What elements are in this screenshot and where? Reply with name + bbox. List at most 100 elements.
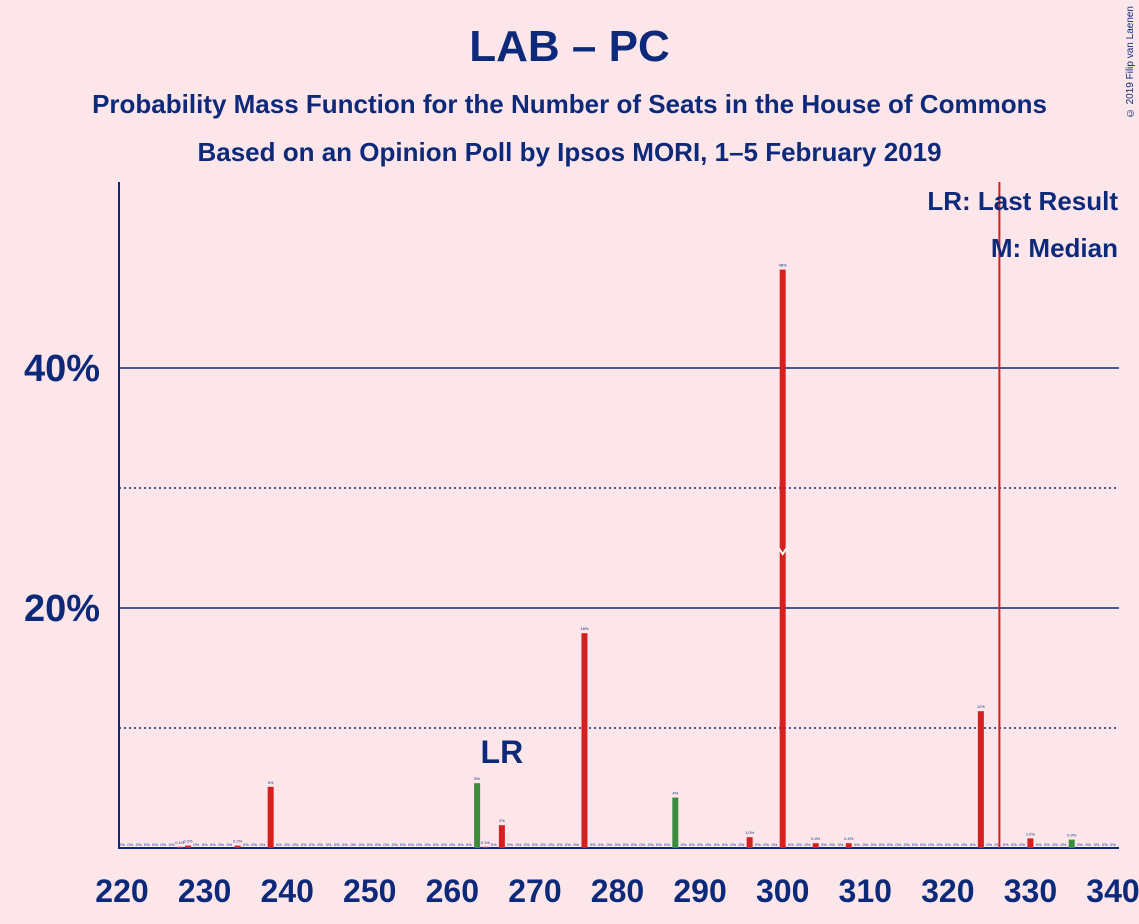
data-label-zero: 0% [656, 842, 662, 847]
data-label-zero: 0% [796, 842, 802, 847]
data-label-zero: 0% [441, 842, 447, 847]
data-label-zero: 0% [210, 842, 216, 847]
data-label-zero: 0% [1085, 842, 1091, 847]
chart-title: LAB – PC [469, 22, 670, 71]
bar-300 [779, 269, 786, 849]
data-label-zero: 0% [838, 842, 844, 847]
data-label-zero: 0% [416, 842, 422, 847]
bar-296 [746, 837, 753, 848]
data-label-zero: 0% [1003, 842, 1009, 847]
bar-276 [581, 633, 588, 848]
data-label-zero: 0% [854, 842, 860, 847]
data-label: 0.2% [233, 839, 243, 844]
bar-324 [977, 711, 984, 848]
data-label-zero: 0% [127, 842, 133, 847]
data-label-zero: 0% [1102, 842, 1108, 847]
x-tick-label: 310 [839, 873, 892, 909]
data-label-zero: 0% [772, 842, 778, 847]
x-tick-label: 270 [508, 873, 561, 909]
data-label-zero: 0% [953, 842, 959, 847]
data-label-zero: 0% [895, 842, 901, 847]
x-tick-label: 290 [673, 873, 726, 909]
data-label-zero: 0% [1044, 842, 1050, 847]
bar-263 [474, 783, 481, 848]
data-label-zero: 0% [639, 842, 645, 847]
data-label-zero: 0% [722, 842, 728, 847]
data-label-zero: 0% [821, 842, 827, 847]
data-label-zero: 0% [631, 842, 637, 847]
data-label-zero: 0% [1036, 842, 1042, 847]
data-label-zero: 0% [449, 842, 455, 847]
data-label-zero: 0% [549, 842, 555, 847]
bar-266 [498, 825, 505, 848]
data-label-zero: 0% [400, 842, 406, 847]
data-label-zero: 0% [136, 842, 142, 847]
data-label: 48% [779, 263, 787, 268]
data-label-zero: 0% [293, 842, 299, 847]
data-label-zero: 0% [359, 842, 365, 847]
data-label-zero: 0% [491, 842, 497, 847]
data-label-zero: 0% [1094, 842, 1100, 847]
data-label-zero: 0% [367, 842, 373, 847]
legend-last-result: LR: Last Result [927, 186, 1118, 216]
data-label-zero: 0% [945, 842, 951, 847]
bar-304 [812, 843, 819, 848]
x-tick-label: 330 [1004, 873, 1057, 909]
data-label-zero: 0% [326, 842, 332, 847]
data-label-zero: 0% [317, 842, 323, 847]
data-label-zero: 0% [1019, 842, 1025, 847]
x-tick-label: 280 [591, 873, 644, 909]
x-tick-label: 240 [260, 873, 313, 909]
data-label-zero: 0% [392, 842, 398, 847]
data-label-zero: 0% [970, 842, 976, 847]
data-label: 0.4% [811, 836, 821, 841]
data-label-zero: 0% [243, 842, 249, 847]
data-label-zero: 0% [524, 842, 530, 847]
data-label-zero: 0% [705, 842, 711, 847]
data-label: 0.2% [184, 839, 194, 844]
data-label-zero: 0% [928, 842, 934, 847]
bar-238 [267, 786, 274, 848]
data-label-zero: 0% [714, 842, 720, 847]
data-label-zero: 0% [516, 842, 522, 847]
data-label-zero: 0% [623, 842, 629, 847]
data-label-zero: 0% [920, 842, 926, 847]
data-label-zero: 0% [342, 842, 348, 847]
data-label-zero: 0% [648, 842, 654, 847]
data-label-zero: 0% [590, 842, 596, 847]
data-label: 0.1% [175, 840, 185, 845]
data-label-zero: 0% [557, 842, 563, 847]
data-label-zero: 0% [573, 842, 579, 847]
data-label-zero: 0% [218, 842, 224, 847]
data-label-zero: 0% [383, 842, 389, 847]
bar-228 [185, 845, 192, 848]
data-label-zero: 0% [375, 842, 381, 847]
last-result-marker: LR [481, 734, 524, 770]
x-tick-label: 220 [95, 873, 148, 909]
data-label-zero: 0% [1061, 842, 1067, 847]
data-label-zero: 0% [169, 842, 175, 847]
data-label-zero: 0% [879, 842, 885, 847]
data-label-zero: 0% [805, 842, 811, 847]
data-label-zero: 0% [871, 842, 877, 847]
x-tick-label: 340 [1086, 873, 1139, 909]
median-marker [777, 547, 788, 556]
data-label-zero: 0% [681, 842, 687, 847]
data-label-zero: 0% [334, 842, 340, 847]
y-tick-label: 20% [24, 588, 100, 630]
data-label-zero: 0% [408, 842, 414, 847]
data-label-zero: 0% [301, 842, 307, 847]
data-label-zero: 0% [904, 842, 910, 847]
data-label: 18% [580, 626, 588, 631]
bar-335 [1068, 839, 1075, 848]
data-label-zero: 0% [350, 842, 356, 847]
data-label-zero: 0% [615, 842, 621, 847]
data-label: 4% [672, 791, 678, 796]
data-label: 0.4% [844, 836, 854, 841]
chart-subtitle-poll: Based on an Opinion Poll by Ipsos MORI, … [197, 137, 942, 167]
data-label-zero: 0% [994, 842, 1000, 847]
bar-227 [176, 846, 183, 848]
data-label-zero: 0% [226, 842, 232, 847]
data-label: 1.0% [745, 830, 755, 835]
